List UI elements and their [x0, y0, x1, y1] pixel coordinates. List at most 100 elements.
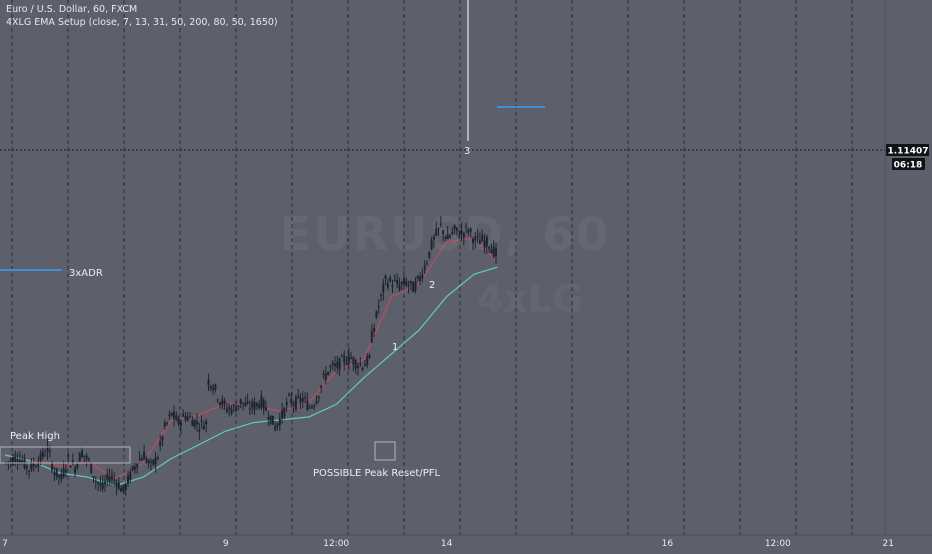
candle	[207, 379, 210, 386]
candle	[120, 487, 123, 492]
candle	[439, 223, 442, 225]
watermark-subtitle: 4xLG	[477, 277, 583, 321]
candle	[416, 275, 419, 279]
candle	[354, 360, 357, 369]
candle	[386, 283, 389, 288]
candle	[363, 364, 366, 367]
candle	[311, 406, 313, 408]
candle	[198, 429, 201, 432]
candle	[74, 467, 77, 474]
candle	[106, 473, 109, 480]
candle	[140, 458, 143, 461]
candle	[495, 248, 497, 257]
candle	[469, 228, 472, 232]
candle	[458, 235, 461, 238]
candle	[329, 366, 332, 368]
last-price-badge	[886, 144, 929, 156]
candle	[437, 228, 440, 230]
candle	[474, 236, 477, 241]
candle	[398, 284, 401, 290]
candle	[419, 276, 422, 282]
price-axis	[885, 0, 932, 550]
x-tick-label: 9	[223, 539, 229, 549]
candle	[237, 405, 240, 407]
candle	[478, 240, 481, 244]
candle	[228, 407, 231, 410]
candle	[12, 457, 14, 465]
candle	[347, 354, 350, 364]
candle	[117, 482, 120, 490]
candle	[32, 463, 35, 467]
candle	[196, 421, 198, 425]
candle	[55, 468, 58, 477]
candle	[122, 485, 125, 492]
candle	[177, 417, 180, 425]
time-axis	[0, 535, 932, 550]
candle	[145, 458, 148, 462]
candle	[299, 397, 302, 403]
candle	[152, 459, 155, 465]
candle	[260, 395, 263, 408]
candle	[449, 235, 451, 238]
candle	[428, 251, 431, 258]
candle	[161, 436, 164, 441]
candle	[225, 409, 228, 412]
adr-label: 3xADR	[69, 268, 103, 279]
candle	[170, 412, 173, 416]
candle	[288, 394, 290, 396]
candle	[159, 441, 162, 446]
candle	[35, 466, 37, 468]
candle	[104, 481, 106, 485]
candle	[488, 246, 491, 249]
candle	[276, 423, 279, 427]
candle	[30, 462, 33, 471]
candle	[340, 355, 343, 357]
candle	[248, 408, 251, 410]
candle	[462, 233, 465, 238]
candle	[361, 367, 364, 370]
candle	[313, 405, 316, 407]
candle	[409, 280, 412, 284]
candle	[269, 415, 272, 424]
candle	[368, 354, 371, 358]
candle	[308, 407, 311, 409]
candle	[133, 466, 136, 470]
candle	[246, 401, 249, 404]
candle	[85, 455, 88, 460]
candle	[209, 385, 212, 389]
wave-2-label: 2	[429, 280, 435, 291]
candle	[81, 450, 83, 458]
candle	[281, 409, 284, 419]
candle	[384, 275, 387, 279]
candle	[16, 460, 19, 462]
candle	[258, 404, 261, 409]
candle	[67, 454, 70, 457]
candle	[294, 397, 297, 410]
candle	[184, 416, 187, 420]
candle	[189, 416, 192, 418]
candle	[453, 225, 456, 229]
candle	[90, 463, 93, 474]
candle	[131, 466, 134, 471]
candle	[136, 463, 139, 468]
candle	[9, 459, 12, 462]
candle	[283, 407, 286, 417]
candle	[150, 461, 152, 463]
candle	[71, 460, 74, 465]
candle	[115, 483, 118, 488]
candle	[69, 465, 72, 468]
last-price-value: 1.11407	[888, 147, 929, 157]
candle	[492, 246, 495, 257]
candle	[166, 422, 169, 424]
countdown-badge	[892, 158, 925, 170]
x-tick-label: 14	[441, 539, 453, 549]
candle	[94, 480, 97, 482]
symbol-line: Euro / U.S. Dollar, 60, FXCM	[6, 4, 138, 15]
candle	[350, 357, 353, 359]
peak-reset-label: POSSIBLE Peak Reset/PFL	[313, 468, 440, 479]
candle	[28, 470, 31, 472]
candle	[101, 482, 104, 489]
candle	[87, 459, 90, 461]
